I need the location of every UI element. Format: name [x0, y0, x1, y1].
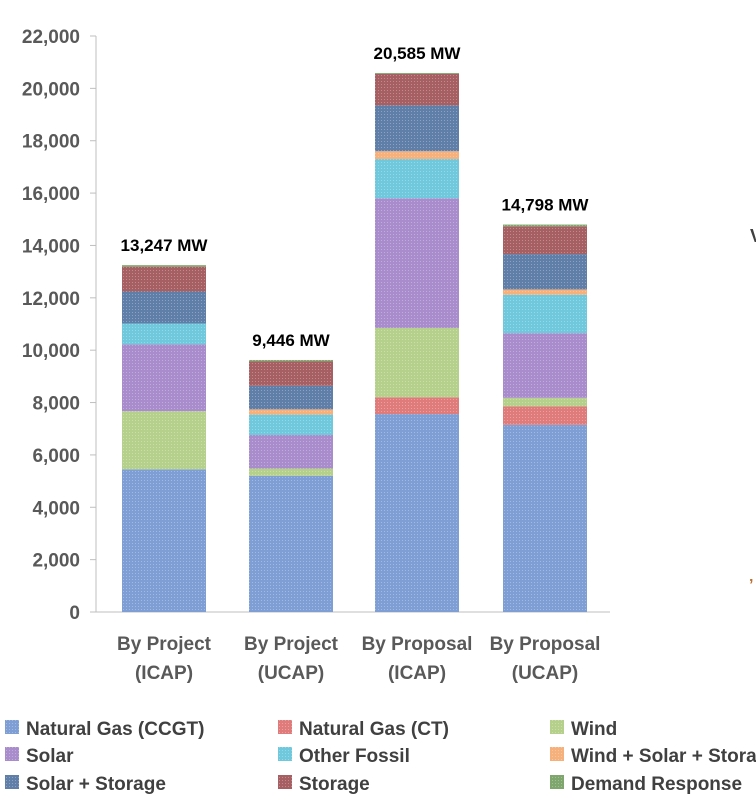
bar-segment-texture — [503, 397, 587, 407]
bar-segment-texture — [503, 289, 587, 295]
bar-total-label: 13,247 MW — [121, 236, 209, 255]
bar-segment-texture — [122, 265, 206, 267]
bar-segment-texture — [503, 333, 587, 398]
bar-total-label: 20,585 MW — [374, 44, 462, 63]
bar-segment-texture — [122, 323, 206, 345]
bar-segment-texture — [503, 406, 587, 425]
bars-group — [122, 73, 587, 612]
y-tick-label: 4,000 — [32, 498, 80, 519]
y-tick-label: 0 — [69, 603, 80, 624]
legend-swatch-texture — [278, 720, 292, 734]
bar-segment-texture — [375, 151, 459, 160]
bar-segment-texture — [249, 435, 333, 469]
bar-segment-texture — [503, 254, 587, 290]
category-label: (UCAP) — [258, 663, 325, 684]
bar-segment-texture — [249, 468, 333, 476]
y-tick-label: 18,000 — [22, 132, 80, 153]
bar-segment-texture — [249, 475, 333, 612]
bar-segment-texture — [122, 469, 206, 612]
y-tick-label: 8,000 — [32, 394, 80, 415]
legend-label: Solar + Storage — [26, 774, 166, 795]
legend-label: Other Fossil — [299, 746, 410, 767]
bar-segment-texture — [375, 198, 459, 328]
legend-label: Wind + Solar + Storage — [571, 746, 756, 767]
legend-label: Demand Response — [571, 774, 742, 795]
bar-segment-texture — [503, 226, 587, 255]
category-label: By Proposal — [362, 634, 473, 655]
bar-segment-texture — [375, 73, 459, 74]
legend-label: Wind — [571, 719, 617, 740]
category-label: By Project — [117, 634, 212, 655]
legend-swatch-texture — [278, 747, 292, 761]
y-tick-label: 16,000 — [22, 184, 80, 205]
bar-segment-texture — [249, 414, 333, 436]
bar-segment-texture — [503, 224, 587, 227]
category-label: (UCAP) — [512, 663, 579, 684]
category-label: (ICAP) — [388, 663, 446, 684]
legend-swatch-texture — [550, 747, 564, 761]
bar-total-label: 14,798 MW — [502, 196, 590, 215]
y-tick-label: 12,000 — [22, 289, 80, 310]
bar-segment-texture — [249, 361, 333, 386]
bar-segment-texture — [122, 291, 206, 324]
bar-segment-texture — [122, 344, 206, 412]
legend-swatch-texture — [550, 775, 564, 789]
bar-segment-texture — [249, 385, 333, 410]
y-axis-ticks: 0 2,000 4,000 6,000 8,000 10,000 12,000 14,000 1… — [22, 27, 96, 624]
edge-mark-bottom: ’ — [749, 577, 753, 594]
bar-segment-texture — [375, 159, 459, 199]
category-label: By Project — [244, 634, 339, 655]
edge-mark-top: V — [750, 226, 756, 246]
bar-segment-texture — [375, 73, 459, 106]
legend-label: Storage — [299, 774, 370, 795]
legend-swatch-texture — [5, 775, 19, 789]
category-label: (ICAP) — [135, 663, 193, 684]
legend-swatch-texture — [5, 747, 19, 761]
bar-segment-texture — [249, 359, 333, 362]
y-tick-label: 2,000 — [32, 551, 80, 572]
legend-label: Solar — [26, 746, 74, 767]
legend-swatch-texture — [5, 720, 19, 734]
bar-segment-texture — [249, 409, 333, 415]
y-tick-label: 10,000 — [22, 341, 80, 362]
y-tick-label: 20,000 — [22, 79, 80, 100]
category-labels: By Project (ICAP) By Project (UCAP) By Propo… — [117, 634, 600, 684]
bar-segment-texture — [122, 266, 206, 292]
bar-segment-texture — [503, 424, 587, 612]
y-tick-label: 6,000 — [32, 446, 80, 467]
bar-segment-texture — [503, 294, 587, 334]
bar-segment-texture — [375, 105, 459, 152]
legend-swatch-texture — [550, 720, 564, 734]
legend-swatch-texture — [278, 775, 292, 789]
y-tick-label: 14,000 — [22, 236, 80, 257]
category-label: By Proposal — [490, 634, 601, 655]
legend: Natural Gas (CCGT) Natural Gas (CT) Wind So… — [5, 719, 756, 795]
legend-label: Natural Gas (CT) — [299, 719, 449, 740]
bar-segment-texture — [375, 414, 459, 612]
bar-segment-texture — [375, 327, 459, 398]
total-labels: 13,247 MW 9,446 MW 20,585 MW 14,798 MW — [121, 44, 590, 350]
legend-label: Natural Gas (CCGT) — [26, 719, 204, 740]
bar-total-label: 9,446 MW — [252, 331, 330, 350]
bar-segment-texture — [122, 411, 206, 470]
bar-segment-texture — [375, 397, 459, 415]
y-tick-label: 22,000 — [22, 27, 80, 48]
